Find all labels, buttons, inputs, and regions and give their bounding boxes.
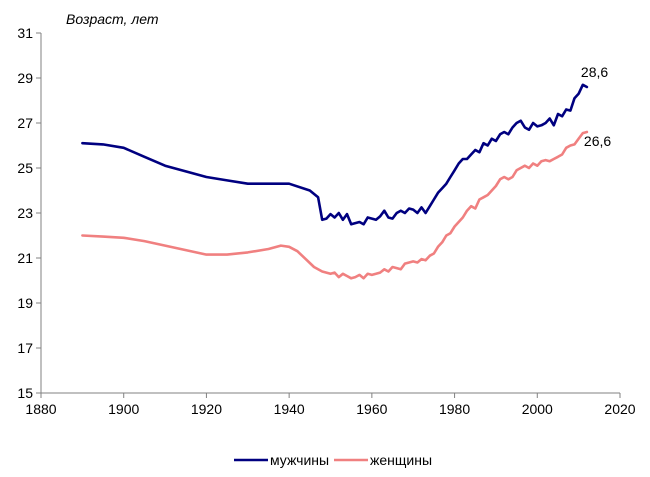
legend-label-1: женщины [370,452,432,468]
axes: 15 17 19 21 23 25 27 29 31 1880 1900 1920 1940 1960 19… [17,25,635,417]
y-tick-label: 31 [17,25,33,41]
x-tick-label: 2020 [604,401,635,417]
y-tick-label: 29 [17,70,33,86]
legend: мужчины женщины [234,452,432,468]
x-tick-label: 1880 [25,401,56,417]
legend-label-0: мужчины [270,452,329,468]
series-layer: 28,6 26,6 [81,64,611,280]
y-tick-label: 15 [17,385,33,401]
x-tick-label: 1980 [439,401,470,417]
y-axis-label: Возраст, лет [66,11,159,27]
series-end-label-1: 26,6 [584,133,611,149]
y-tick-label: 17 [17,340,33,356]
series-line-0 [81,83,589,226]
series-end-label-0: 28,6 [581,64,608,80]
series-line-1 [81,130,589,280]
x-tick-label: 1900 [108,401,139,417]
x-tick-label: 1960 [356,401,387,417]
y-tick-label: 25 [17,160,33,176]
x-tick-label: 1920 [191,401,222,417]
y-tick-label: 19 [17,295,33,311]
y-tick-label: 27 [17,115,33,131]
x-tick-label: 2000 [522,401,553,417]
y-tick-label: 21 [17,250,33,266]
y-tick-label: 23 [17,205,33,221]
x-tick-label: 1940 [274,401,305,417]
